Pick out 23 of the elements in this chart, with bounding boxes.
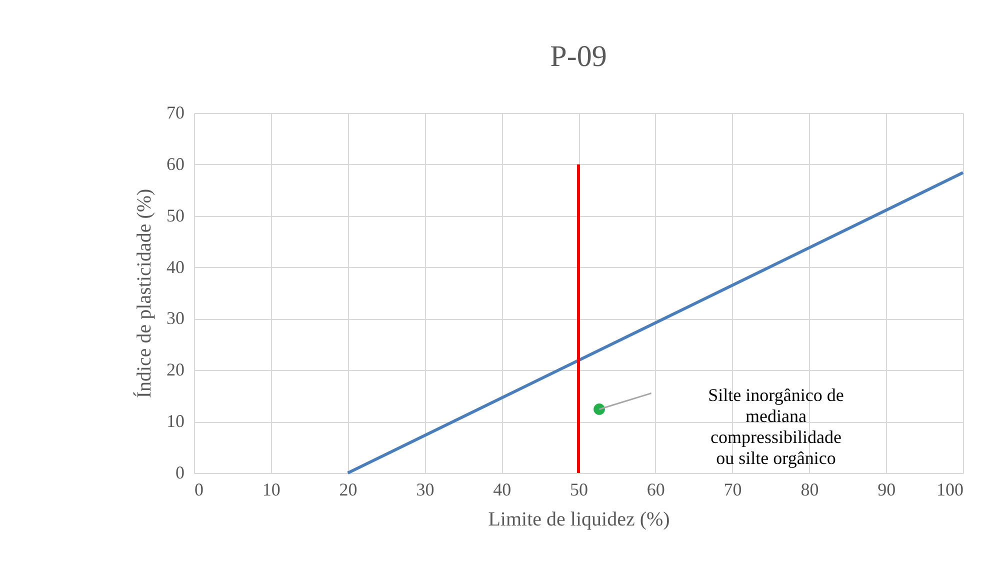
- y-axis-title: Índice de plasticidade (%): [132, 188, 156, 398]
- y-tick-label: 30: [166, 308, 184, 328]
- x-tick-label: 10: [262, 480, 280, 500]
- y-tick-label: 20: [166, 360, 184, 380]
- y-tick-label: 0: [176, 462, 184, 482]
- x-tick-label: 50: [570, 480, 588, 500]
- x-tick-label: 20: [339, 480, 358, 500]
- y-tick-label: 40: [166, 256, 184, 277]
- x-tick-label: 100: [936, 480, 964, 500]
- chart-title: P-09: [550, 40, 607, 73]
- x-tick-label: 30: [416, 480, 434, 500]
- y-tick-label: 60: [166, 154, 184, 174]
- x-tick-label: 0: [194, 480, 204, 500]
- x-tick-label: 40: [493, 480, 512, 500]
- y-tick-label: 70: [166, 102, 184, 122]
- y-tick-label: 50: [166, 205, 184, 226]
- x-axis-title: Limite de liquidez (%): [488, 508, 670, 530]
- x-tick-label: 60: [646, 480, 665, 500]
- x-tick-label: 90: [878, 480, 896, 500]
- annotation: Silte inorgânico de mediana compressibilidade ou silte orgânico: [708, 385, 844, 468]
- x-tick-label: 80: [800, 480, 819, 500]
- x-tick-label: 70: [724, 480, 742, 500]
- y-tick-label: 10: [166, 411, 184, 432]
